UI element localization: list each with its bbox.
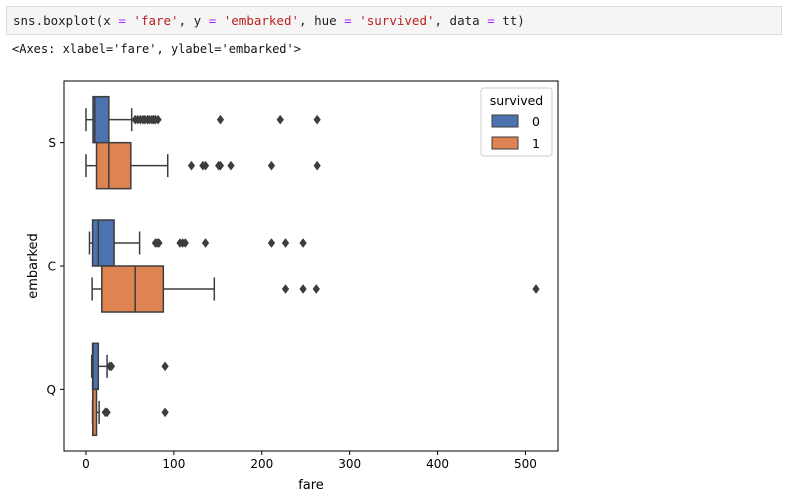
outlier-point <box>103 407 111 418</box>
y-axis-label: embarked <box>26 233 41 299</box>
y-tick-label: C <box>48 260 56 274</box>
code-token: = <box>118 13 126 28</box>
legend-swatch <box>491 114 519 128</box>
box-group-S-0 <box>85 95 321 144</box>
outlier-point <box>107 361 116 372</box>
legend-label: 1 <box>532 136 540 151</box>
box-iqr <box>95 141 132 190</box>
cell-output-text: <Axes: xlabel='fare', ylabel='embarked'> <box>12 42 301 56</box>
box-group-Q-0 <box>90 342 169 391</box>
outlier-point <box>313 114 321 125</box>
box-group-Q-1 <box>91 388 169 437</box>
outlier-point <box>281 238 290 248</box>
outlier-point <box>299 238 307 248</box>
outlier-point <box>216 114 225 125</box>
y-tick-label: S <box>48 136 56 150</box>
box-group-S-1 <box>85 141 321 190</box>
outlier-point <box>299 284 307 294</box>
code-token: 'fare' <box>133 13 179 28</box>
outlier-point <box>267 238 276 248</box>
outlier-point <box>201 238 210 248</box>
x-tick-label: 200 <box>250 457 273 471</box>
outlier-point <box>532 284 540 294</box>
outlier-point <box>154 114 162 125</box>
outlier-point <box>313 160 321 171</box>
x-tick-label: 300 <box>338 457 361 471</box>
outlier-point <box>312 284 320 294</box>
code-token: sns.boxplot(x <box>13 13 119 28</box>
box-iqr <box>91 219 115 267</box>
code-token: , hue <box>299 13 345 28</box>
box-iqr <box>101 265 165 313</box>
y-tick-label: Q <box>47 383 56 397</box>
outlier-point <box>227 160 235 171</box>
outlier-point <box>201 160 210 171</box>
code-token: 'survived' <box>359 13 435 28</box>
outlier-point <box>267 160 276 171</box>
outlier-point <box>155 238 163 248</box>
outlier-point <box>161 407 169 418</box>
x-tick-label: 0 <box>82 457 90 471</box>
code-token: = <box>344 13 352 28</box>
legend-label: 0 <box>532 114 540 129</box>
code-cell[interactable]: sns.boxplot(x = 'fare', y = 'embarked', … <box>6 6 782 35</box>
x-tick-label: 500 <box>514 457 537 471</box>
outlier-point <box>281 284 290 294</box>
outlier-point <box>161 361 169 372</box>
outlier-point <box>181 238 189 248</box>
legend-title: survived <box>490 93 543 108</box>
outlier-point <box>187 160 196 171</box>
box-group-C-1 <box>91 265 540 313</box>
outlier-point <box>276 114 284 125</box>
outlier-point <box>216 160 225 171</box>
x-axis-label: fare <box>298 478 324 493</box>
code-token: , y <box>178 13 209 28</box>
x-tick-label: 100 <box>162 457 185 471</box>
code-token: , data <box>434 13 488 28</box>
code-token: = <box>487 13 495 28</box>
legend-swatch <box>491 136 519 150</box>
box-group-C-0 <box>88 219 307 267</box>
code-token: tt) <box>494 13 525 28</box>
code-token: = <box>208 13 217 28</box>
code-token: 'embarked' <box>223 13 300 28</box>
x-tick-label: 400 <box>426 457 449 471</box>
